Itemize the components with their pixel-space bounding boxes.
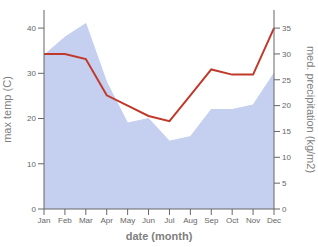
svg-text:30: 30 — [27, 69, 36, 78]
svg-text:Jun: Jun — [142, 216, 155, 225]
svg-text:Sep: Sep — [204, 216, 219, 225]
svg-text:15: 15 — [282, 127, 291, 136]
svg-text:35: 35 — [282, 24, 291, 33]
svg-text:5: 5 — [282, 179, 287, 188]
svg-text:date (month): date (month) — [126, 230, 193, 242]
svg-text:Apr: Apr — [101, 216, 114, 225]
svg-text:20: 20 — [27, 114, 36, 123]
svg-text:Oct: Oct — [226, 216, 239, 225]
svg-text:Aug: Aug — [183, 216, 197, 225]
svg-text:0: 0 — [32, 205, 37, 214]
svg-text:40: 40 — [27, 24, 36, 33]
svg-text:25: 25 — [282, 76, 291, 85]
svg-text:Dec: Dec — [267, 216, 281, 225]
svg-text:Feb: Feb — [58, 216, 72, 225]
svg-text:Nov: Nov — [246, 216, 260, 225]
svg-text:Jul: Jul — [164, 216, 174, 225]
svg-text:10: 10 — [27, 160, 36, 169]
svg-text:Mar: Mar — [79, 216, 93, 225]
svg-text:10: 10 — [282, 153, 291, 162]
svg-text:May: May — [120, 216, 135, 225]
svg-text:20: 20 — [282, 101, 291, 110]
svg-text:max temp (C): max temp (C) — [8, 76, 13, 143]
svg-text:med. precipitation (kg/m2): med. precipitation (kg/m2) — [305, 46, 310, 173]
svg-text:Jan: Jan — [38, 216, 51, 225]
svg-text:30: 30 — [282, 50, 291, 59]
svg-text:0: 0 — [282, 205, 287, 214]
